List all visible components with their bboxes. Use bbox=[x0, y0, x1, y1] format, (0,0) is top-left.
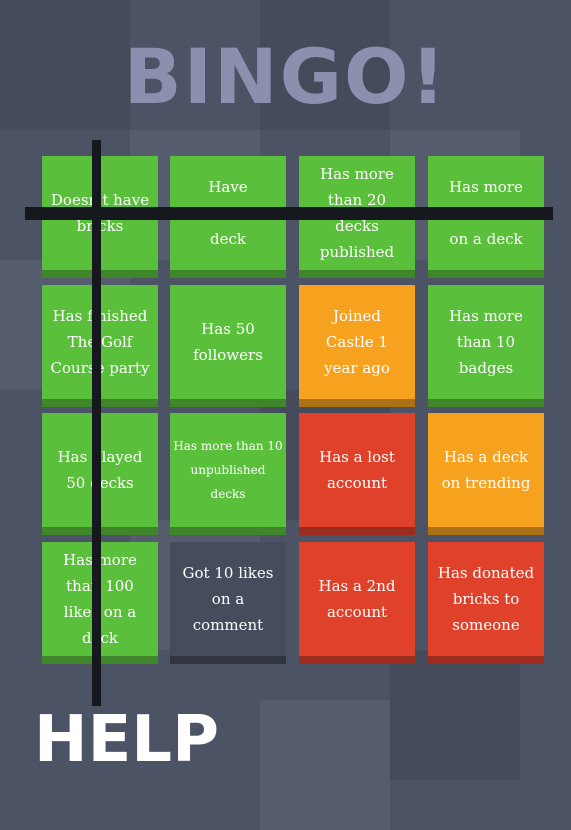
bingo-cell: Has a deck on trending bbox=[428, 413, 544, 535]
bingo-cell: Has a lost account bbox=[299, 413, 415, 535]
bingo-cell: Has donated bricks to someone bbox=[428, 542, 544, 664]
bg-tile bbox=[0, 0, 130, 130]
strike-line bbox=[25, 207, 553, 220]
strike-line bbox=[92, 140, 101, 706]
bingo-cell: Has more than 10 unpublished decks bbox=[170, 413, 286, 535]
bg-tile bbox=[390, 650, 520, 780]
bingo-cell: Got 10 likes on a comment bbox=[170, 542, 286, 664]
bg-tile bbox=[260, 700, 390, 830]
help-text: HELP bbox=[34, 703, 219, 777]
page: BINGO! Doesn't have bricksHave boosted a… bbox=[0, 0, 553, 780]
title: BINGO! bbox=[123, 32, 448, 121]
bingo-cell: Has 50 followers bbox=[170, 285, 286, 407]
bingo-cell: Has a 2nd account bbox=[299, 542, 415, 664]
bingo-cell: Joined Castle 1 year ago bbox=[299, 285, 415, 407]
bingo-cell: Has more than 10 badges bbox=[428, 285, 544, 407]
bg-tile bbox=[260, 0, 390, 130]
